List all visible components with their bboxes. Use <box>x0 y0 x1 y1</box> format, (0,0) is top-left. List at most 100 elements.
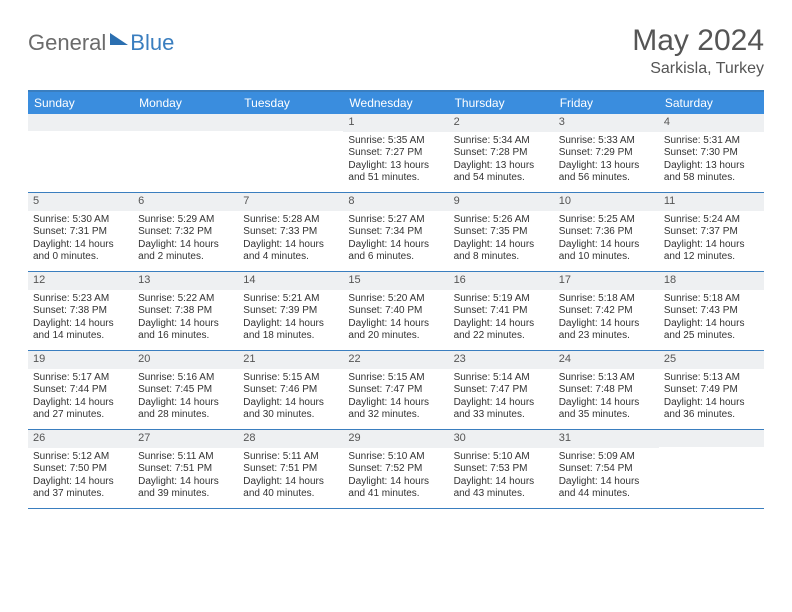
weekday-header: Thursday <box>449 92 554 114</box>
calendar-cell: 7Sunrise: 5:28 AMSunset: 7:33 PMDaylight… <box>238 193 343 271</box>
day-detail-line: Sunrise: 5:16 AM <box>138 372 233 385</box>
day-number: 7 <box>238 193 343 211</box>
calendar-cell: 20Sunrise: 5:16 AMSunset: 7:45 PMDayligh… <box>133 351 238 429</box>
day-detail-line: Daylight: 14 hours and 37 minutes. <box>33 476 128 501</box>
calendar-cell: 24Sunrise: 5:13 AMSunset: 7:48 PMDayligh… <box>554 351 659 429</box>
weekday-header: Wednesday <box>343 92 448 114</box>
day-number: 11 <box>659 193 764 211</box>
title-block: May 2024 Sarkisla, Turkey <box>632 24 764 78</box>
calendar-cell: 23Sunrise: 5:14 AMSunset: 7:47 PMDayligh… <box>449 351 554 429</box>
day-number: 17 <box>554 272 659 290</box>
day-detail-line: Sunset: 7:51 PM <box>243 463 338 476</box>
day-detail-line: Sunrise: 5:11 AM <box>138 451 233 464</box>
calendar-cell <box>238 114 343 192</box>
day-detail-line: Sunset: 7:36 PM <box>559 226 654 239</box>
day-number: 19 <box>28 351 133 369</box>
day-number: 28 <box>238 430 343 448</box>
weeks-container: 1Sunrise: 5:35 AMSunset: 7:27 PMDaylight… <box>28 114 764 509</box>
calendar-cell <box>28 114 133 192</box>
day-number: 14 <box>238 272 343 290</box>
day-detail-line: Sunrise: 5:29 AM <box>138 214 233 227</box>
day-detail-line: Sunset: 7:52 PM <box>348 463 443 476</box>
day-detail-line: Sunrise: 5:10 AM <box>348 451 443 464</box>
day-number: 2 <box>449 114 554 132</box>
calendar-cell: 17 Sunrise: 5:18 AMSunset: 7:42 PMDayligh… <box>554 272 659 350</box>
day-detail-line: Sunrise: 5:15 AM <box>243 372 338 385</box>
day-number: 25 <box>659 351 764 369</box>
day-number: 30 <box>449 430 554 448</box>
calendar-cell: 28Sunrise: 5:11 AMSunset: 7:51 PMDayligh… <box>238 430 343 508</box>
header: General Blue May 2024 Sarkisla, Turkey <box>28 24 764 78</box>
calendar-cell <box>133 114 238 192</box>
day-detail-line: Sunrise: 5:26 AM <box>454 214 549 227</box>
day-detail-line: Sunset: 7:53 PM <box>454 463 549 476</box>
day-detail-line: Sunset: 7:43 PM <box>664 305 759 318</box>
day-number: 20 <box>133 351 238 369</box>
day-detail-line: Sunset: 7:38 PM <box>33 305 128 318</box>
day-detail-line: Sunrise: 5:27 AM <box>348 214 443 227</box>
day-detail-line: Sunrise: 5:33 AM <box>559 135 654 148</box>
calendar-cell: 14Sunrise: 5:21 AMSunset: 7:39 PMDayligh… <box>238 272 343 350</box>
calendar-cell: 22Sunrise: 5:15 AMSunset: 7:47 PMDayligh… <box>343 351 448 429</box>
calendar-cell: 13Sunrise: 5:22 AMSunset: 7:38 PMDayligh… <box>133 272 238 350</box>
day-number: 18 <box>659 272 764 290</box>
day-detail-line: Daylight: 14 hours and 20 minutes. <box>348 318 443 343</box>
day-detail-line: Daylight: 14 hours and 33 minutes. <box>454 397 549 422</box>
day-detail-line: Sunrise: 5:09 AM <box>559 451 654 464</box>
day-detail-line: Daylight: 14 hours and 6 minutes. <box>348 239 443 264</box>
day-number: 6 <box>133 193 238 211</box>
day-detail-line: Sunset: 7:33 PM <box>243 226 338 239</box>
day-detail-line: Daylight: 14 hours and 12 minutes. <box>664 239 759 264</box>
day-detail-line: Daylight: 14 hours and 39 minutes. <box>138 476 233 501</box>
day-detail-line: Sunset: 7:51 PM <box>138 463 233 476</box>
day-detail-line: Sunrise: 5:18 AM <box>664 293 759 306</box>
day-detail-line: Daylight: 14 hours and 23 minutes. <box>559 318 654 343</box>
day-detail-line: Sunset: 7:44 PM <box>33 384 128 397</box>
day-detail-line: Sunset: 7:37 PM <box>664 226 759 239</box>
day-number: 24 <box>554 351 659 369</box>
calendar-cell: 27Sunrise: 5:11 AMSunset: 7:51 PMDayligh… <box>133 430 238 508</box>
day-detail-line: Sunset: 7:49 PM <box>664 384 759 397</box>
page: General Blue May 2024 Sarkisla, Turkey S… <box>0 0 792 533</box>
day-detail-line: Daylight: 14 hours and 43 minutes. <box>454 476 549 501</box>
day-number: 5 <box>28 193 133 211</box>
day-detail-line: Sunrise: 5:34 AM <box>454 135 549 148</box>
logo-text-general: General <box>28 30 106 56</box>
calendar-cell: 21Sunrise: 5:15 AMSunset: 7:46 PMDayligh… <box>238 351 343 429</box>
day-number: 31 <box>554 430 659 448</box>
day-detail-line: Sunset: 7:42 PM <box>559 305 654 318</box>
day-detail-line: Daylight: 14 hours and 16 minutes. <box>138 318 233 343</box>
week-row: 26Sunrise: 5:12 AMSunset: 7:50 PMDayligh… <box>28 430 764 509</box>
calendar-cell: 5Sunrise: 5:30 AMSunset: 7:31 PMDaylight… <box>28 193 133 271</box>
day-number: 21 <box>238 351 343 369</box>
calendar-cell <box>659 430 764 508</box>
day-detail-line: Sunset: 7:47 PM <box>454 384 549 397</box>
weekday-header: Friday <box>554 92 659 114</box>
week-row: 1Sunrise: 5:35 AMSunset: 7:27 PMDaylight… <box>28 114 764 193</box>
calendar-cell: 25Sunrise: 5:13 AMSunset: 7:49 PMDayligh… <box>659 351 764 429</box>
day-detail-line: Sunrise: 5:24 AM <box>664 214 759 227</box>
weekday-header: Saturday <box>659 92 764 114</box>
day-detail-line: Daylight: 14 hours and 25 minutes. <box>664 318 759 343</box>
day-detail-line: Daylight: 14 hours and 35 minutes. <box>559 397 654 422</box>
day-number: 3 <box>554 114 659 132</box>
day-detail-line: Sunrise: 5:19 AM <box>454 293 549 306</box>
page-title: May 2024 <box>632 24 764 58</box>
day-detail-line: Sunrise: 5:13 AM <box>559 372 654 385</box>
day-detail-line: Daylight: 14 hours and 8 minutes. <box>454 239 549 264</box>
day-detail-line: Daylight: 13 hours and 54 minutes. <box>454 160 549 185</box>
calendar-cell: 18 Sunrise: 5:18 AMSunset: 7:43 PMDayligh… <box>659 272 764 350</box>
weekday-header: Monday <box>133 92 238 114</box>
day-number: 16 <box>449 272 554 290</box>
day-detail-line: Sunset: 7:30 PM <box>664 147 759 160</box>
calendar-cell: 2 Sunrise: 5:34 AMSunset: 7:28 PMDaylight… <box>449 114 554 192</box>
day-detail-line: Sunrise: 5:11 AM <box>243 451 338 464</box>
day-number <box>238 114 343 131</box>
day-detail-line: Sunrise: 5:18 AM <box>559 293 654 306</box>
day-detail-line: Sunset: 7:32 PM <box>138 226 233 239</box>
day-detail-line: Sunrise: 5:14 AM <box>454 372 549 385</box>
day-detail-line: Daylight: 14 hours and 41 minutes. <box>348 476 443 501</box>
day-detail-line: Daylight: 14 hours and 22 minutes. <box>454 318 549 343</box>
day-detail-line: Sunset: 7:28 PM <box>454 147 549 160</box>
day-number: 9 <box>449 193 554 211</box>
